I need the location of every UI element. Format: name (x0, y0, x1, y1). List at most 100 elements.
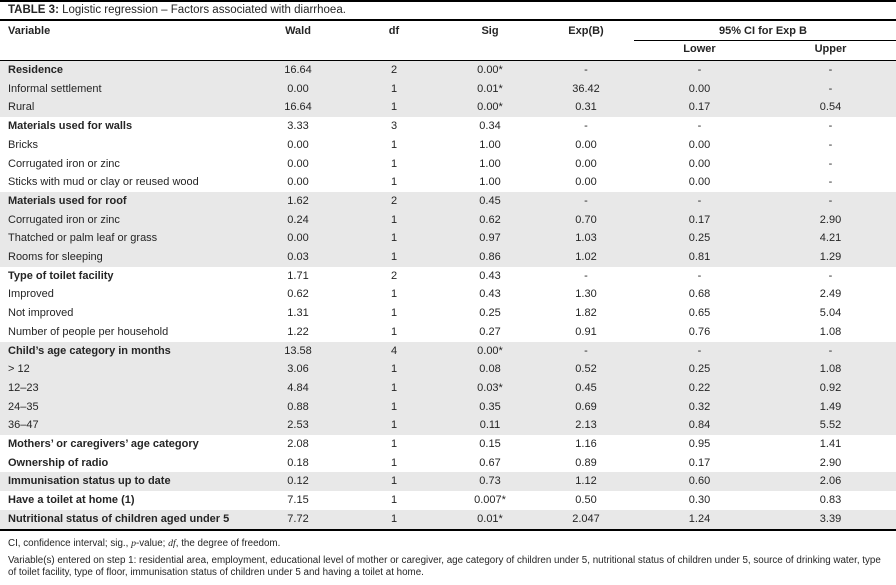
cell-sig: 0.45 (479, 194, 501, 207)
cell-lower: 0.30 (688, 494, 711, 507)
cell-sig: 1.00 (479, 138, 501, 151)
cell-lower: 0.25 (688, 232, 711, 245)
cell-variable: Materials used for roof (8, 194, 127, 207)
cell-variable: Residence (8, 64, 64, 76)
table-row: > 12 3.06 1 0.08 0.52 0.25 1.08 (0, 360, 896, 379)
cell-variable: Improved (8, 288, 54, 301)
cell-upper: - (828, 157, 833, 170)
footnote-text-segment: , the degree of freedom. (175, 537, 281, 549)
cell-variable: Corrugated iron or zinc (8, 157, 120, 170)
cell-upper: - (828, 82, 833, 95)
cell-variable: Bricks (8, 138, 38, 151)
footnote-text-segment: CI, confidence interval; sig., (8, 537, 132, 549)
table-number-label: TABLE 3: (8, 4, 59, 16)
table-row: Nutritional status of children aged unde… (0, 509, 896, 530)
cell-wald: 2.53 (287, 419, 309, 432)
cell-expb: - (584, 194, 588, 207)
footnote-p-symbol: p (131, 537, 136, 549)
cell-expb: 1.02 (575, 251, 597, 264)
cell-variable: Ownership of radio (8, 456, 109, 469)
table-row: 36–47 2.53 1 0.11 2.13 0.84 5.52 (0, 416, 896, 436)
table-row: Corrugated iron or zinc 0.00 1 1.00 0.00… (0, 155, 896, 174)
cell-variable: Mothers’ or caregivers’ age category (8, 438, 199, 451)
cell-sig: 0.00* (477, 344, 503, 357)
table-row: Informal settlement 0.00 1 0.01* 36.42 0… (0, 79, 896, 99)
cell-df: 1 (390, 494, 398, 507)
cell-upper: 4.21 (819, 232, 842, 245)
cell-expb: 2.13 (575, 419, 597, 432)
cell-wald: 3.33 (287, 120, 309, 133)
cell-df: 1 (390, 475, 398, 488)
cell-df: 2 (390, 194, 398, 207)
cell-sig: 1.00 (479, 176, 501, 189)
col-header-expb: Exp(B) (568, 25, 604, 37)
footnote-df-symbol: df (168, 537, 176, 549)
cell-lower: - (697, 269, 702, 282)
table-row: Rural 16.64 1 0.00* 0.31 0.17 0.54 (0, 98, 896, 118)
cell-wald: 7.15 (287, 494, 309, 507)
cell-variable: Not improved (8, 307, 74, 320)
cell-wald: 0.00 (287, 176, 309, 189)
cell-lower: 0.17 (688, 456, 711, 469)
cell-upper: 1.29 (819, 251, 842, 264)
cell-upper: 1.41 (819, 438, 842, 451)
cell-upper: - (828, 138, 833, 151)
cell-upper: - (828, 269, 833, 282)
table-body: Residence 16.64 2 0.00* - - - Informal s… (0, 60, 896, 530)
col-header-sig: Sig (481, 25, 499, 37)
cell-sig: 1.00 (479, 157, 501, 170)
table-row: Child’s age category in months 13.58 4 0… (0, 341, 896, 361)
cell-upper: 0.54 (819, 101, 842, 114)
cell-sig: 0.27 (479, 325, 501, 338)
table-row: Sticks with mud or clay or reused wood 0… (0, 173, 896, 192)
cell-wald: 1.62 (287, 194, 309, 207)
cell-upper: 1.49 (819, 400, 842, 413)
cell-sig: 0.67 (479, 456, 501, 469)
cell-expb: 1.12 (575, 475, 597, 488)
header-row-main: Variable Wald df Sig Exp(B) 95% CI for E… (0, 21, 896, 41)
cell-expb: 1.03 (575, 232, 597, 245)
footnote-variables-entered: Variable(s) entered on step 1: residenti… (8, 554, 881, 578)
cell-sig: 0.43 (479, 269, 501, 282)
cell-wald: 0.62 (287, 288, 309, 301)
cell-variable: Rooms for sleeping (8, 251, 103, 264)
table-header: Variable Wald df Sig Exp(B) 95% CI for E… (0, 21, 896, 61)
cell-wald: 0.00 (287, 157, 309, 170)
cell-df: 2 (390, 64, 398, 76)
cell-wald: 0.03 (287, 251, 309, 264)
cell-lower: 0.00 (688, 176, 711, 189)
table-row: Rooms for sleeping 0.03 1 0.86 1.02 0.81… (0, 248, 896, 267)
cell-upper: 5.04 (819, 307, 842, 320)
cell-df: 1 (390, 251, 398, 264)
cell-df: 1 (390, 419, 398, 432)
cell-df: 2 (390, 269, 398, 282)
table-row: 24–35 0.88 1 0.35 0.69 0.32 1.49 (0, 397, 896, 417)
cell-upper: 1.08 (819, 325, 842, 338)
cell-variable: Sticks with mud or clay or reused wood (8, 176, 199, 189)
cell-upper: 5.52 (819, 419, 842, 432)
cell-df: 1 (390, 307, 398, 320)
cell-wald: 16.64 (284, 64, 312, 76)
cell-expb: 0.31 (575, 101, 597, 114)
cell-upper: 2.49 (819, 288, 842, 301)
cell-wald: 0.00 (287, 82, 309, 95)
cell-upper: - (828, 194, 833, 207)
footnote-abbreviations: CI, confidence interval; sig., p-value; … (8, 538, 888, 550)
cell-wald: 1.22 (287, 325, 309, 338)
cell-expb: 1.16 (575, 438, 597, 451)
cell-expb: - (584, 344, 588, 357)
cell-lower: 0.68 (688, 288, 711, 301)
col-header-lower: Lower (683, 43, 716, 55)
cell-upper: 1.08 (819, 363, 842, 376)
col-header-upper: Upper (814, 43, 847, 55)
cell-sig: 0.73 (479, 475, 501, 488)
cell-lower: 0.17 (688, 101, 711, 114)
cell-wald: 0.12 (287, 475, 309, 488)
cell-lower: 0.25 (688, 363, 711, 376)
cell-expb: 0.89 (575, 456, 597, 469)
cell-df: 1 (390, 138, 398, 151)
cell-variable: Rural (8, 101, 35, 114)
cell-wald: 1.31 (287, 307, 309, 320)
cell-df: 1 (390, 288, 398, 301)
